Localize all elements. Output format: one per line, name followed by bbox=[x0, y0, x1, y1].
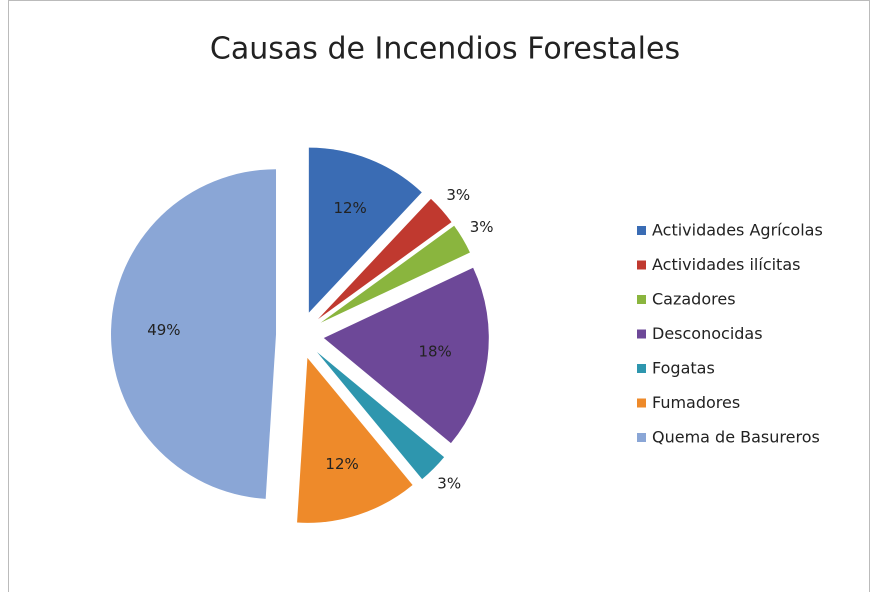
pie-slice bbox=[316, 351, 445, 480]
legend-swatch bbox=[637, 226, 646, 235]
data-label: 3% bbox=[446, 186, 470, 204]
pie-slice bbox=[308, 147, 422, 313]
legend-swatch bbox=[637, 433, 646, 442]
legend-swatch bbox=[637, 295, 646, 304]
data-label: 3% bbox=[470, 218, 494, 236]
data-label: 12% bbox=[333, 199, 366, 217]
legend-label: Fumadores bbox=[652, 393, 740, 412]
legend-swatch bbox=[637, 398, 646, 408]
pie-slice bbox=[297, 357, 413, 523]
legend-swatch bbox=[637, 329, 646, 339]
chart-title: Causas de Incendios Forestales bbox=[210, 32, 680, 67]
legend-label: Quema de Basureros bbox=[652, 428, 820, 447]
legend-label: Desconocidas bbox=[652, 324, 763, 343]
pie-slice bbox=[318, 198, 452, 320]
pie-slice bbox=[111, 169, 277, 499]
legend-swatch bbox=[637, 364, 646, 373]
legend-label: Actividades ilícitas bbox=[652, 255, 800, 274]
legend-label: Cazadores bbox=[652, 290, 736, 309]
legend-swatch bbox=[637, 260, 646, 270]
legend-label: Actividades Agrícolas bbox=[652, 221, 823, 240]
data-label: 49% bbox=[147, 321, 180, 339]
data-label: 18% bbox=[418, 343, 451, 361]
data-label: 3% bbox=[437, 475, 461, 493]
pie-slice bbox=[320, 225, 470, 323]
legend-label: Fogatas bbox=[652, 359, 715, 378]
data-label: 12% bbox=[325, 455, 358, 473]
pie-slice bbox=[323, 267, 489, 444]
